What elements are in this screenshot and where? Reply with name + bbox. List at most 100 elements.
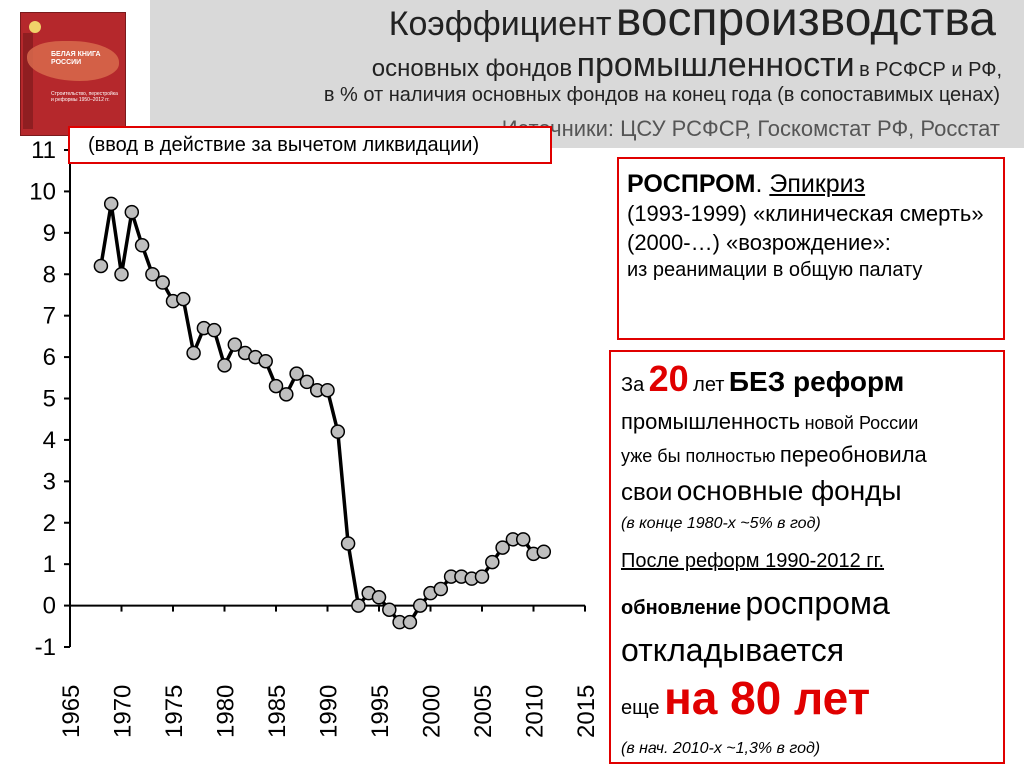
epicrisis-heading: РОСПРОМ. Эпикриз <box>627 169 995 199</box>
brand-dot: . <box>755 170 763 198</box>
data-point <box>186 345 201 361</box>
line-chart: -1 0 1 2 3 4 5 6 7 8 9 10 11 1965 1970 1975 1980 1985 1990… <box>29 137 600 738</box>
data-point <box>206 322 222 338</box>
let-text: лет <box>693 374 725 396</box>
data-point <box>114 267 129 282</box>
data-point <box>433 581 449 597</box>
subtitle-part2: промышленности <box>576 46 855 84</box>
data-point <box>176 291 191 307</box>
y-tick-label: 10 <box>29 178 56 205</box>
note1-text: (в конце 1980-х ~5% в год) <box>621 515 821 532</box>
page-title: Коэффициент воспроизводства <box>389 0 996 47</box>
data-point <box>330 424 346 439</box>
reform-line4: свои основные фонды <box>621 474 993 513</box>
data-point <box>227 337 243 352</box>
data-point <box>103 196 119 212</box>
data-point <box>485 554 500 570</box>
x-tick-label: 1975 <box>161 685 188 738</box>
obnov-text: обновление <box>621 597 741 619</box>
y-tick-label: 11 <box>31 137 56 164</box>
data-point <box>279 387 294 402</box>
reform-line9: еще на 80 лет <box>621 670 993 738</box>
data-point <box>217 358 232 373</box>
svoi-text: свои <box>621 479 673 506</box>
data-point <box>474 569 490 584</box>
x-tick-label: 1970 <box>110 685 137 738</box>
series-line <box>99 202 545 624</box>
x-tick-label: 2010 <box>522 685 549 738</box>
epicrisis-line2: (1993-1999) «клиническая смерть» <box>627 201 984 226</box>
data-point <box>412 598 428 613</box>
epicrisis-box: РОСПРОМ. Эпикриз (1993-1999) «клиническа… <box>617 157 1005 340</box>
za-text: За <box>621 374 645 396</box>
data-point <box>155 275 170 290</box>
x-tick-label: 1985 <box>264 685 291 738</box>
x-tick-label: 2005 <box>470 685 497 738</box>
data-point <box>382 602 397 617</box>
y-tick-label: 9 <box>43 220 56 247</box>
data-point <box>371 590 387 605</box>
posle-text: После реформ 1990-2012 гг. <box>621 550 885 572</box>
y-tick-label: 6 <box>43 344 56 371</box>
data-point <box>495 540 510 555</box>
subtitle-part3: в РСФСР и РФ, <box>859 59 1002 81</box>
x-tick-label: 1965 <box>58 685 85 738</box>
reform-line2: промышленность новой России <box>621 408 993 439</box>
esche-text: еще <box>621 697 660 719</box>
data-point <box>402 614 418 630</box>
emblem-icon <box>29 21 41 33</box>
prom-text: промышленность <box>621 409 801 434</box>
x-tick-label: 2000 <box>419 685 446 738</box>
y-tick-label: 2 <box>43 510 56 537</box>
reform-box: За 20 лет БЕЗ реформ промышленность ново… <box>609 350 1005 764</box>
title-part1: Коэффициент <box>388 5 612 43</box>
otkl-text: откладывается <box>621 632 845 668</box>
x-tick-label: 1980 <box>213 685 240 738</box>
epicrisis-line3: (2000-…) «возрождение»: <box>627 230 891 255</box>
y-tick-label: 1 <box>43 551 56 578</box>
book-spine <box>23 33 33 129</box>
y-tick-label: 0 <box>43 593 56 620</box>
chart-note: (ввод в действие за вычетом ликвидации) <box>68 126 552 164</box>
rosproma-text: роспрома <box>745 585 890 621</box>
eighty-years-text: на 80 лет <box>663 672 871 724</box>
book-subtitle: Строительство, перестройка и реформы 195… <box>51 91 118 103</box>
data-point <box>351 598 366 613</box>
x-tick-label: 1990 <box>316 685 343 738</box>
twenty-number: 20 <box>648 358 689 399</box>
data-point <box>134 238 150 253</box>
data-point <box>320 382 335 398</box>
reform-line1: За 20 лет БЕЗ реформ <box>621 358 993 408</box>
units-line: в % от наличия основных фондов на конец … <box>323 84 1000 106</box>
uzhe-text: уже бы полностью <box>621 446 776 466</box>
bez-reform-text: БЕЗ реформ <box>728 366 905 397</box>
y-tick-label: 8 <box>43 261 56 288</box>
header-band <box>150 0 1024 148</box>
x-tick-label: 2015 <box>573 685 600 738</box>
epicrisis-label: Эпикриз <box>769 170 866 198</box>
data-point <box>536 544 552 559</box>
note2-text: (в нач. 2010-х ~1,3% в год) <box>621 740 821 757</box>
data-point <box>515 532 531 547</box>
data-point <box>124 204 140 220</box>
data-point <box>93 258 109 274</box>
data-point <box>258 353 273 369</box>
reform-line7: обновление роспрома <box>621 583 993 630</box>
novoy-text: новой России <box>804 413 919 433</box>
brand-label: РОСПРОМ <box>627 170 756 198</box>
y-tick-label: 5 <box>43 386 56 413</box>
data-point <box>268 378 284 394</box>
book-title: БЕЛАЯ КНИГА РОССИИ <box>51 51 101 66</box>
x-tick-label: 1995 <box>367 685 394 738</box>
data-point <box>340 536 356 551</box>
data-point <box>289 366 304 381</box>
pereob-text: переобновила <box>779 442 927 467</box>
data-point <box>145 267 160 282</box>
map-illustration <box>27 41 119 81</box>
subtitle-part1: основных фондов <box>371 55 573 82</box>
page-subtitle: основных фондов промышленности в РСФСР и… <box>372 46 1002 85</box>
y-tick-label: 3 <box>43 468 56 495</box>
sources-line: Источники: ЦСУ РСФСР, Госкомстат РФ, Рос… <box>501 116 1000 141</box>
y-tick-label: 4 <box>43 427 56 454</box>
reform-line3: уже бы полностью переобновила <box>621 439 993 474</box>
